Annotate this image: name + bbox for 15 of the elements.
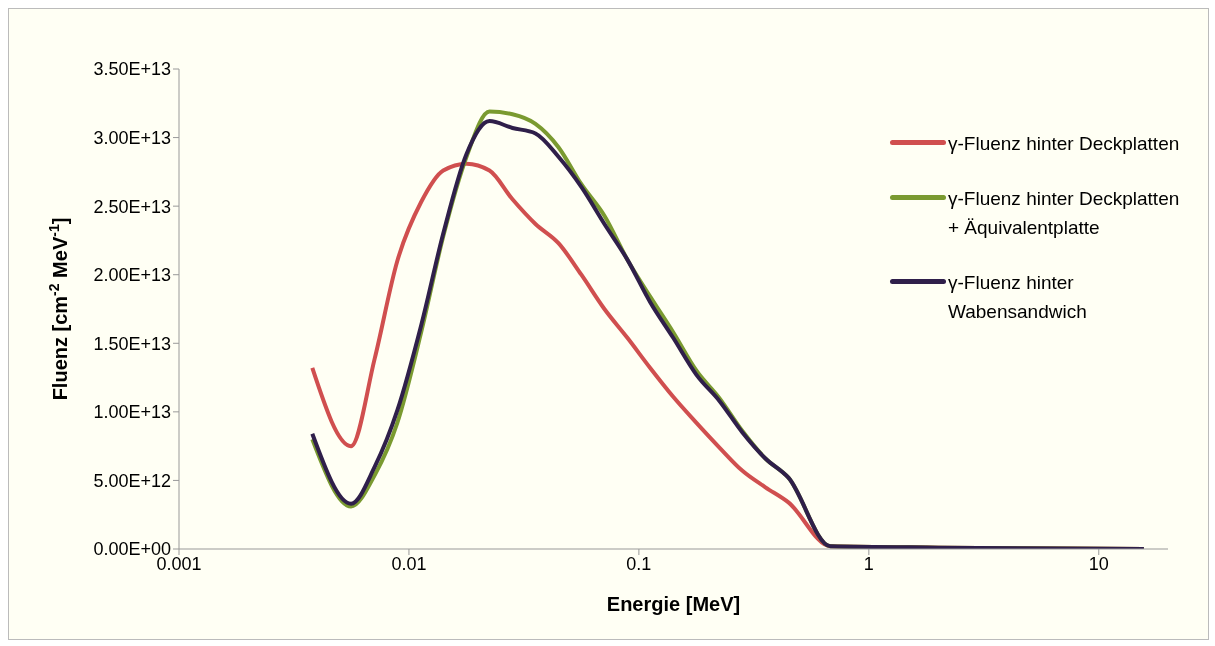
x-axis-title: Energie [MeV] (606, 593, 741, 615)
y-tick-label: 2.50E+13 (93, 196, 171, 217)
y-tick-label: 1.50E+13 (93, 333, 171, 354)
y-tick-label: 5.00E+12 (93, 470, 171, 491)
y-tick-label: 1.00E+13 (93, 402, 171, 423)
y-tick-label: 3.00E+13 (93, 127, 171, 148)
x-tick-label: 1 (863, 553, 874, 574)
legend-label: γ-Fluenz hinter Deckplatten (948, 132, 1181, 156)
legend-label: γ-Fluenz hinter Deckplatten + Äquivalentplatte (948, 187, 1181, 240)
y-tick-label: 2.00E+13 (93, 265, 171, 286)
x-tick-label: 10 (1088, 553, 1109, 574)
legend-label: γ-Fluenz hinter Wabensandwich (948, 271, 1088, 324)
y-tick-label: 3.50E+13 (93, 59, 171, 80)
x-tick-label: 0.1 (626, 553, 652, 574)
x-tick-label: 0.01 (391, 553, 427, 574)
